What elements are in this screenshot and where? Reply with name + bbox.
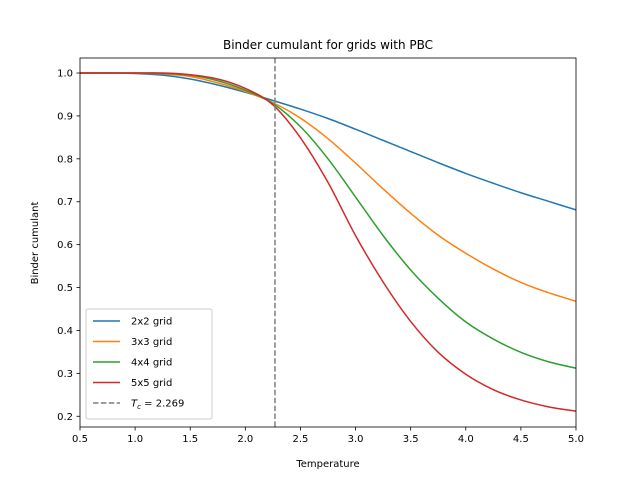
plot-frame — [79, 57, 577, 428]
y-tick-label: 0.6 — [57, 240, 73, 251]
x-tick-label: 1.5 — [182, 434, 198, 445]
x-tick-label: 1.0 — [127, 434, 143, 445]
y-tick-label: 0.7 — [57, 197, 73, 208]
y-axis-label: Binder cumulant — [30, 202, 41, 285]
x-tick-label: 2.0 — [237, 434, 253, 445]
x-tick-label: 0.5 — [72, 434, 88, 445]
legend-label: 2x2 grid — [131, 317, 172, 328]
legend-label: 3x3 grid — [131, 337, 172, 348]
plot-area — [79, 57, 577, 428]
series-line-2x2 — [79, 72, 577, 211]
legend-box — [85, 308, 213, 420]
y-tick-label: 0.4 — [57, 326, 73, 337]
y-tick-label: 0.2 — [57, 412, 73, 423]
x-tick-label: 5.0 — [568, 434, 584, 445]
x-axis: 0.5 1.0 1.5 2.0 2.5 3.0 3.5 4.0 4.5 5.0 — [72, 427, 584, 445]
y-tick-label: 0.5 — [57, 283, 73, 294]
series-line-5x5 — [80, 72, 577, 412]
chart-title: Binder cumulant for grids with PBC — [223, 38, 433, 52]
legend: 2x2 grid 3x3 grid 4x4 grid 5x5 grid Tc = 2.2… — [85, 308, 213, 420]
y-tick-label: 0.8 — [57, 154, 73, 165]
x-tick-label: 3.5 — [403, 434, 419, 445]
legend-label: 5x5 grid — [131, 378, 172, 389]
y-axis: 0.2 0.3 0.4 0.5 0.6 0.7 0.8 0.9 1.0 — [57, 69, 80, 423]
x-tick-label: 2.5 — [292, 434, 308, 445]
x-tick-label: 3.0 — [348, 434, 364, 445]
y-tick-label: 0.3 — [57, 369, 73, 380]
y-tick-label: 1.0 — [57, 69, 73, 80]
x-tick-label: 4.0 — [458, 434, 474, 445]
y-tick-label: 0.9 — [57, 111, 73, 122]
x-axis-label: Temperature — [295, 459, 359, 470]
legend-label-tc: Tc = 2.269 — [131, 399, 184, 412]
x-tick-label: 4.5 — [513, 434, 529, 445]
legend-label: 4x4 grid — [131, 358, 172, 369]
